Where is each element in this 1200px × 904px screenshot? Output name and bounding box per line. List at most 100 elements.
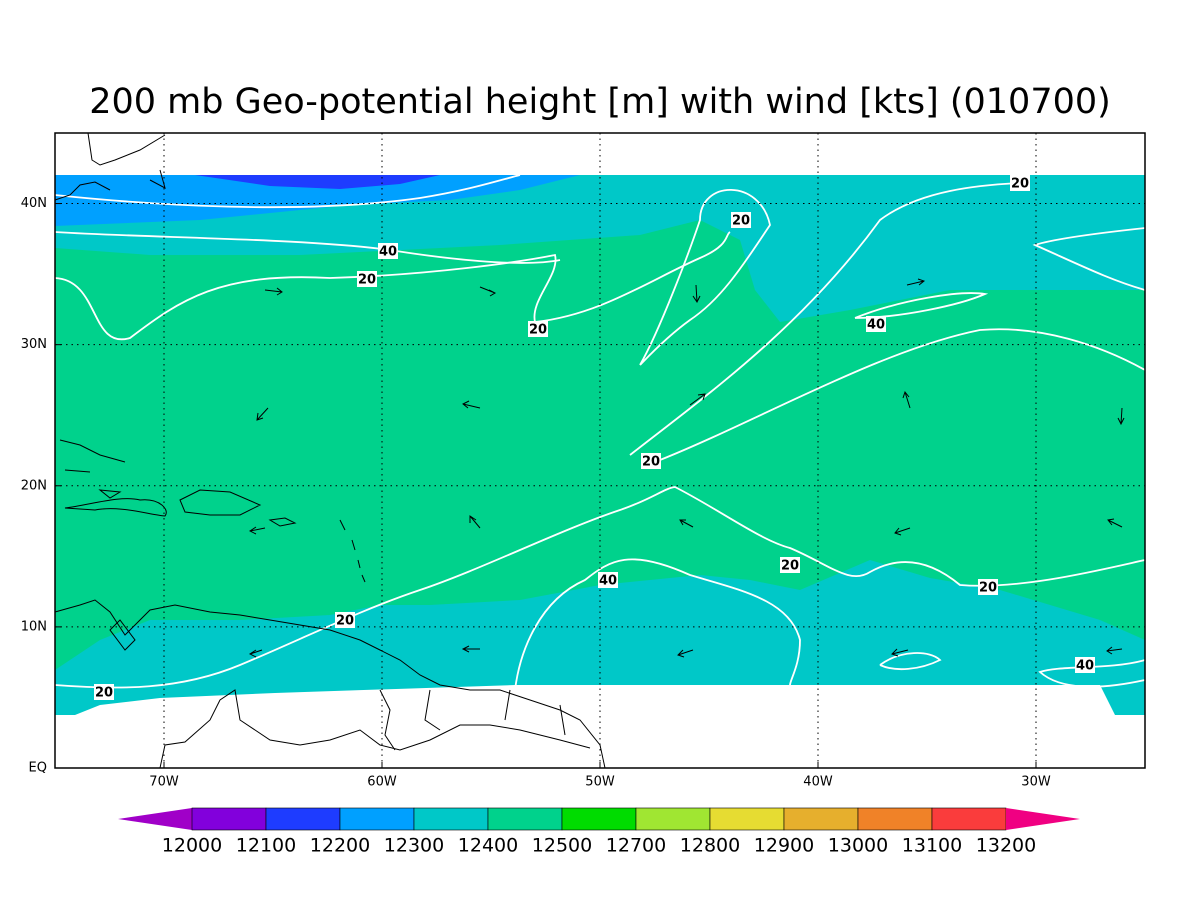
grid: 70W 60W 50W 40W 30W EQ 10N 20N 30N 40N (21, 133, 1145, 790)
lon-tick-label: 30W (1021, 775, 1051, 790)
wind-arrow (891, 648, 909, 657)
wind-arrow (461, 645, 480, 653)
wind-arrow (479, 286, 497, 297)
colorbar-label: 12800 (680, 835, 740, 857)
colorbar-box (931, 807, 1007, 831)
contour-line (854, 292, 989, 319)
coastline (379, 689, 566, 751)
coastline (54, 599, 606, 769)
contour-line (1038, 659, 1146, 688)
colorbar: 12000 12100 12200 12300 12400 12500 12700 12800… (118, 807, 1080, 857)
field-fill (195, 175, 440, 189)
lon-tick-label: 50W (585, 775, 615, 790)
colorbar-label: 12700 (606, 835, 666, 857)
colorbar-box (265, 807, 341, 831)
contour-label-box (1075, 657, 1095, 673)
wind-arrow (692, 284, 701, 303)
colorbar-label: 12500 (532, 835, 592, 857)
contour-label-box (357, 271, 377, 287)
contour-label: 20 (979, 581, 997, 596)
wind-arrow (679, 519, 694, 528)
coastline (54, 132, 166, 201)
wind-arrow (689, 393, 706, 406)
contour-line (879, 652, 942, 671)
wind-arrow (264, 287, 283, 296)
contour-line (639, 189, 771, 366)
contour-label: 40 (867, 318, 885, 333)
colorbar-label: 13100 (902, 835, 962, 857)
lat-tick-label: EQ (29, 761, 47, 776)
contour-label-box (641, 453, 661, 469)
contour-label: 20 (1011, 177, 1029, 192)
contour-line (629, 182, 1021, 456)
wind-arrow (902, 390, 911, 409)
contour-label-box (598, 572, 618, 588)
wind-vectors (249, 278, 1125, 658)
wind-arrow (894, 527, 911, 536)
contour-label-box (866, 316, 886, 332)
colorbar-box (413, 807, 489, 831)
contour-label-box (978, 579, 998, 595)
wind-arrow (1107, 518, 1123, 528)
wind-arrow (249, 526, 266, 535)
coastline (59, 439, 126, 473)
lon-tick-label: 40W (803, 775, 833, 790)
contour-label: 40 (379, 245, 397, 260)
contour-label: 20 (336, 614, 354, 629)
field-fill (55, 175, 580, 226)
coastline (159, 689, 591, 769)
colorbar-label: 12400 (458, 835, 518, 857)
contour-label: 20 (529, 323, 547, 338)
filled-contours (55, 175, 1145, 715)
lat-tick-label: 10N (21, 619, 47, 634)
wind-arrow (1106, 646, 1123, 655)
contour-line (54, 174, 521, 209)
wind-arrow (256, 407, 269, 421)
coastline (64, 489, 297, 527)
colorbar-label: 12200 (310, 835, 370, 857)
contour-lines (54, 174, 1146, 692)
wind-arrow (906, 278, 926, 286)
wind-arrow (249, 649, 263, 658)
contour-line (54, 231, 561, 264)
contour-label: 20 (732, 214, 750, 229)
colorbar-box (339, 807, 415, 831)
wind-arrow (1117, 407, 1125, 426)
contour-label: 40 (1076, 659, 1094, 674)
contour-label: 20 (642, 455, 660, 470)
contour-label: 20 (781, 559, 799, 574)
contour-label: 20 (358, 273, 376, 288)
colorbar-box (191, 807, 267, 831)
colorbar-label: 12100 (236, 835, 296, 857)
coastline (339, 519, 366, 583)
contour-line (54, 486, 1146, 689)
contour-label-box (1010, 175, 1030, 191)
lat-tick-label: 30N (21, 337, 47, 352)
contour-label-box (780, 557, 800, 573)
lon-tick-label: 60W (367, 775, 397, 790)
contour-label-box (378, 243, 398, 259)
contour-line (54, 231, 731, 341)
colorbar-arrow (1006, 808, 1080, 830)
contour-label-box (731, 212, 751, 228)
colorbar-label: 12000 (162, 835, 222, 857)
contour-label: 40 (599, 574, 617, 589)
colorbar-box (783, 807, 859, 831)
contour-line (659, 328, 1146, 461)
colorbar-box (487, 807, 563, 831)
contour-line (1032, 227, 1146, 291)
field-fill (55, 220, 1145, 670)
wind-arrow (469, 515, 481, 529)
colorbar-box (709, 807, 785, 831)
lon-tick-label: 70W (149, 775, 179, 790)
colorbar-label: 13000 (828, 835, 888, 857)
colorbar-label: 12900 (754, 835, 814, 857)
colorbar-box (561, 807, 637, 831)
colorbar-box (635, 807, 711, 831)
map-frame (54, 132, 1146, 769)
wind-arrow (677, 649, 694, 658)
colorbar-box (857, 807, 933, 831)
